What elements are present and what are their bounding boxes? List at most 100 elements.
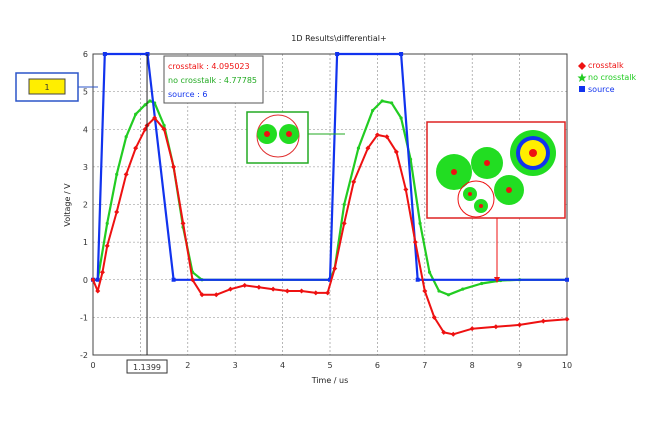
point-crosstalk-40 [540,318,546,324]
tooltip-box [163,55,264,104]
y-axis-label: Voltage / V [63,183,72,227]
legend: crosstalk no crosstalk source [577,61,637,94]
point-crosstalk-11 [171,164,177,170]
point-crosstalk-14 [199,292,205,298]
point-crosstalk-31 [403,186,409,192]
legend-label-1: no crosstalk [588,73,637,82]
y-tick-label-3: 1 [83,238,88,247]
x-tick-label-4: 4 [280,361,285,370]
y-tick-label-1: -1 [80,313,88,322]
point-crosstalk-21 [299,288,305,294]
point-no-crosstalk-2 [105,221,109,225]
point-crosstalk-34 [431,314,437,320]
marker-frame [15,72,79,102]
legend-marker-0 [578,62,586,70]
tooltip-no-crosstalk: no crosstalk : 4.77785 [168,76,257,85]
point-no-crosstalk-17 [356,146,361,150]
point-crosstalk-30 [393,149,399,155]
point-source-8 [415,277,420,282]
point-no-crosstalk-7 [148,99,152,103]
point-no-crosstalk-3 [115,172,119,176]
point-crosstalk-37 [469,326,475,332]
point-crosstalk-29 [384,134,390,140]
point-no-crosstalk-26 [446,293,451,297]
point-crosstalk-16 [227,286,233,292]
point-crosstalk-41 [564,316,570,322]
point-source-5 [328,277,332,282]
y-tick-label-5: 3 [83,163,88,172]
y-tick-label-6: 4 [83,125,88,134]
point-source-6 [335,52,340,56]
point-no-crosstalk-18 [371,108,375,113]
point-crosstalk-36 [450,331,456,337]
legend-marker-2 [579,86,585,92]
point-no-crosstalk-28 [480,281,484,286]
point-no-crosstalk-16 [342,202,346,207]
cross-section-multi-wire [426,121,566,283]
point-no-crosstalk-6 [143,103,147,107]
point-crosstalk-13 [190,277,196,283]
point-crosstalk-12 [180,220,186,226]
x-tick-label-2: 2 [185,361,190,370]
cursor-value-box [126,359,168,374]
point-crosstalk-19 [270,286,276,292]
x-tick-label-3: 3 [233,361,238,370]
y-tick-label-7: 5 [83,88,88,97]
point-crosstalk-6 [133,145,139,151]
x-tick-label-10: 10 [562,361,572,370]
point-no-crosstalk-20 [390,101,394,105]
marker-label: 1 [44,83,49,92]
point-crosstalk-22 [313,290,319,296]
point-crosstalk-10 [161,126,167,132]
x-tick-label-9: 9 [517,361,522,370]
series-line-crosstalk [92,117,568,336]
point-no-crosstalk-23 [418,221,422,225]
y-tick-label-0: -2 [80,351,88,360]
y-tick-label-4: 2 [83,201,88,210]
chart-title: 1D Results\differential+ [291,34,386,43]
point-crosstalk-23 [325,290,331,296]
legend-marker-1 [577,73,587,82]
point-crosstalk-38 [493,324,499,330]
point-crosstalk-4 [114,209,120,215]
marker-box[interactable] [28,78,66,95]
point-crosstalk-7 [142,126,148,132]
point-crosstalk-27 [365,145,371,151]
point-source-1 [95,277,100,282]
point-crosstalk-20 [284,288,290,294]
x-tick-label-8: 8 [470,361,475,370]
point-crosstalk-17 [242,282,248,288]
point-source-4 [171,277,176,282]
point-crosstalk-35 [441,329,447,335]
series-group [90,52,570,337]
point-no-crosstalk-24 [427,270,432,274]
point-crosstalk-2 [99,269,105,275]
point-no-crosstalk-25 [437,289,441,293]
point-crosstalk-18 [256,284,262,290]
point-crosstalk-32 [412,239,418,245]
point-crosstalk-9 [152,115,158,121]
x-tick-label-0: 0 [90,361,95,370]
point-no-crosstalk-9 [162,123,166,128]
series-line-no-crosstalk [93,99,567,296]
y-tick-label-8: 6 [83,50,88,59]
point-crosstalk-5 [123,171,129,177]
point-crosstalk-25 [341,220,347,226]
cursor-value: 1.1399 [133,363,161,372]
point-crosstalk-15 [213,292,219,298]
x-tick-label-5: 5 [327,361,332,370]
legend-label-2: source [588,85,615,94]
series-line-source [93,52,567,281]
point-source-9 [565,277,569,282]
legend-label-0: crosstalk [588,61,624,70]
point-crosstalk-24 [332,265,338,271]
point-crosstalk-3 [104,243,110,249]
point-crosstalk-0 [90,277,96,283]
point-no-crosstalk-5 [134,112,138,116]
point-no-crosstalk-4 [124,135,128,139]
plot-frame [92,53,568,356]
y-tick-label-2: 0 [83,276,88,285]
tooltip-crosstalk: crosstalk : 4.095023 [168,62,250,71]
x-tick-label-6: 6 [375,361,380,370]
point-no-crosstalk-19 [380,99,384,103]
